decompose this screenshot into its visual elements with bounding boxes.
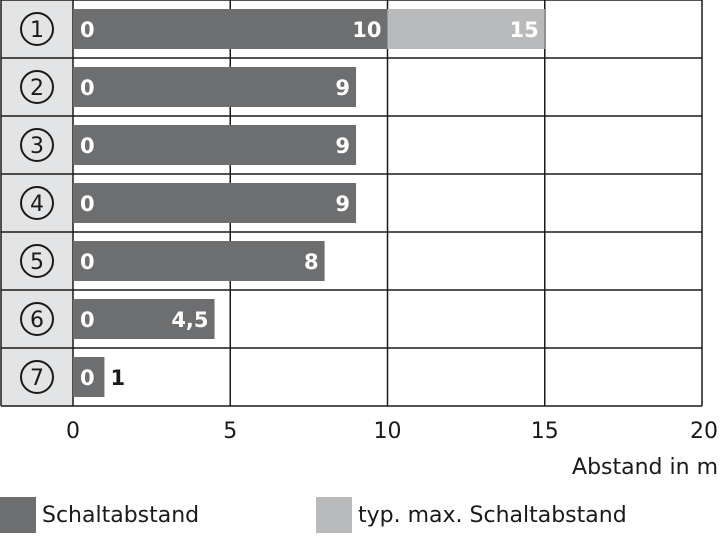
bar-schaltabstand bbox=[73, 299, 215, 339]
row-label-circle bbox=[20, 244, 54, 278]
row-label: 7⑦ bbox=[30, 366, 44, 391]
bar-value-label: 4,5 bbox=[171, 308, 208, 332]
bar-schaltabstand bbox=[73, 9, 388, 49]
legend-item-max-schaltabstand: typ. max. Schaltabstand bbox=[316, 497, 627, 533]
bar-schaltabstand bbox=[73, 125, 357, 165]
bar-start-label: 0 bbox=[80, 134, 95, 158]
bar-max-schaltabstand bbox=[387, 9, 545, 49]
legend-item-schaltabstand: Schaltabstand bbox=[0, 497, 199, 533]
bar-value-label: 9 bbox=[335, 134, 350, 158]
row-label: 1① bbox=[30, 18, 44, 43]
row-label: 2② bbox=[30, 76, 44, 101]
bar-start-label: 0 bbox=[80, 76, 95, 100]
x-axis: 0 5 10 15 20 bbox=[66, 419, 718, 444]
bar-chart: 1①2②3③4④5⑤6⑥7⑦ 0 10 150 90 90 90 80 4,50 1 0 5 10 1… bbox=[0, 0, 718, 480]
bar-start-label: 0 bbox=[80, 192, 95, 216]
legend-label-schaltabstand: Schaltabstand bbox=[42, 502, 200, 528]
bar-value-label: 10 bbox=[352, 18, 381, 42]
bar-schaltabstand bbox=[73, 183, 357, 223]
row-label: 3③ bbox=[30, 134, 44, 159]
bar-value-label: 8 bbox=[304, 250, 319, 274]
bar-schaltabstand bbox=[73, 241, 325, 281]
x-tick-label: 10 bbox=[374, 419, 402, 444]
row-label-circle bbox=[20, 70, 54, 104]
bar-start-label: 0 bbox=[80, 18, 95, 42]
bar-value-label: 9 bbox=[335, 76, 350, 100]
bars-group bbox=[73, 9, 545, 397]
bar-value-label: 1 bbox=[110, 366, 125, 390]
row-label-column bbox=[1, 0, 73, 406]
row-label: 5⑤ bbox=[30, 250, 44, 275]
x-tick-label: 0 bbox=[66, 419, 80, 444]
row-label-circle bbox=[20, 12, 54, 46]
row-label-circle bbox=[20, 360, 54, 394]
grid-group bbox=[0, 0, 703, 407]
row-label: 6⑥ bbox=[30, 308, 44, 333]
legend-label-max-schaltabstand: typ. max. Schaltabstand bbox=[358, 502, 627, 528]
row-label-circle bbox=[20, 186, 54, 220]
row-label-circle bbox=[20, 302, 54, 336]
x-tick-label: 15 bbox=[531, 419, 559, 444]
bar-start-label: 0 bbox=[80, 308, 95, 332]
x-axis-title: Abstand in m bbox=[572, 455, 718, 480]
row-label-group: 1① 2② 3③ 4④ 5⑤ 6⑥ 7⑦ bbox=[1, 0, 73, 406]
legend-swatch-max-schaltabstand bbox=[316, 497, 352, 533]
row-label-circle bbox=[20, 128, 54, 162]
bar-schaltabstand bbox=[73, 67, 357, 107]
bar-value-label: 9 bbox=[335, 192, 350, 216]
bar-label-group: 0 10 150 90 90 90 80 4,50 1 bbox=[80, 18, 539, 390]
bar-schaltabstand bbox=[73, 357, 105, 397]
legend-swatch-schaltabstand bbox=[0, 497, 36, 533]
x-tick-label: 20 bbox=[690, 419, 718, 444]
x-tick-label: 5 bbox=[223, 419, 237, 444]
bar-start-label: 0 bbox=[80, 250, 95, 274]
bar-start-label: 0 bbox=[80, 366, 95, 390]
bar-max-label: 15 bbox=[510, 18, 539, 42]
row-label: 4④ bbox=[30, 192, 44, 217]
